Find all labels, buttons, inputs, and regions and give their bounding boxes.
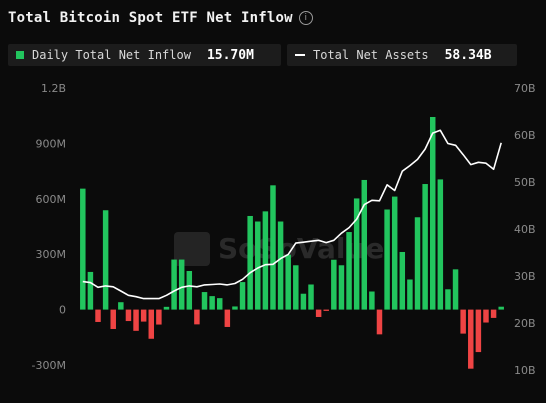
inflow-bar[interactable] <box>384 209 390 310</box>
inflow-bar[interactable] <box>308 284 314 310</box>
total-net-assets-line <box>82 129 502 300</box>
inflow-bar[interactable] <box>133 309 139 331</box>
inflow-bar[interactable] <box>369 291 375 310</box>
inflow-bar[interactable] <box>391 196 398 310</box>
watermark-logo-icon <box>174 232 210 266</box>
info-icon[interactable]: i <box>298 11 313 25</box>
chart-header: Total Bitcoin Spot ETF Net Inflow i <box>8 10 313 26</box>
inflow-bar[interactable] <box>232 306 238 310</box>
legend-assets-value: 58.34B <box>444 47 492 63</box>
legend-assets[interactable]: Total Net Assets 58.34B <box>287 44 517 66</box>
left-tick-label: -300M <box>32 359 66 372</box>
inflow-bar[interactable] <box>498 306 504 310</box>
right-tick-label: 40B <box>514 223 536 236</box>
left-axis: -300M 0 300M 600M 900M 1.2B <box>32 82 66 372</box>
inflow-bar[interactable] <box>483 309 489 323</box>
legend-inflow-label: Daily Total Net Inflow <box>32 48 191 62</box>
inflow-bar[interactable] <box>437 179 444 310</box>
inflow-bar[interactable] <box>407 279 413 310</box>
chart-title: Total Bitcoin Spot ETF Net Inflow <box>8 10 293 26</box>
inflow-bar[interactable] <box>209 296 215 310</box>
inflow-bar[interactable] <box>293 265 299 310</box>
legend-assets-label: Total Net Assets <box>313 48 429 62</box>
inflow-bar[interactable] <box>95 309 101 322</box>
inflow-bar[interactable] <box>399 251 406 310</box>
inflow-bar[interactable] <box>247 215 253 310</box>
inflow-bar[interactable] <box>255 221 261 310</box>
inflow-bar[interactable] <box>414 217 421 310</box>
inflow-bar[interactable] <box>422 184 428 310</box>
inflow-bar[interactable] <box>163 306 170 310</box>
inflow-bar[interactable] <box>346 232 352 310</box>
inflow-bar[interactable] <box>353 198 360 310</box>
inflow-bar[interactable] <box>110 309 116 329</box>
inflow-bar[interactable] <box>285 254 291 310</box>
inflow-bar[interactable] <box>178 259 185 310</box>
inflow-bar[interactable] <box>102 210 109 310</box>
left-tick-label: 1.2B <box>41 82 66 95</box>
right-tick-label: 10B <box>514 364 536 377</box>
inflow-bar[interactable] <box>331 259 337 310</box>
inflow-bar[interactable] <box>460 309 466 334</box>
right-tick-label: 60B <box>514 129 536 142</box>
inflow-bar[interactable] <box>140 309 147 322</box>
right-tick-label: 50B <box>514 176 536 189</box>
right-tick-label: 20B <box>514 317 536 330</box>
inflow-bar[interactable] <box>315 309 322 317</box>
inflow-bar[interactable] <box>338 265 345 310</box>
assets-swatch <box>295 54 305 56</box>
inflow-bar[interactable] <box>475 309 482 353</box>
legend-inflow-value: 15.70M <box>206 47 254 63</box>
inflow-bar[interactable] <box>216 298 223 310</box>
inflow-bar[interactable] <box>376 309 383 335</box>
left-tick-label: 600M <box>36 193 67 206</box>
inflow-bar[interactable] <box>118 302 124 310</box>
inflow-bar[interactable] <box>87 271 94 310</box>
inflow-bar[interactable] <box>125 309 132 322</box>
inflow-bar[interactable] <box>194 309 200 325</box>
inflow-bar[interactable] <box>270 185 276 310</box>
inflow-bar[interactable] <box>361 179 368 310</box>
inflow-bar[interactable] <box>262 211 269 310</box>
inflow-bar[interactable] <box>277 221 284 310</box>
inflow-bar[interactable] <box>323 309 329 311</box>
bars <box>80 116 504 369</box>
inflow-bar[interactable] <box>490 309 497 318</box>
watermark-text: SoSoValue <box>218 232 384 265</box>
inflow-bar[interactable] <box>80 188 86 310</box>
legend-inflow[interactable]: Daily Total Net Inflow 15.70M <box>8 44 281 66</box>
inflow-bar[interactable] <box>452 269 459 310</box>
inflow-bar[interactable] <box>429 116 436 310</box>
inflow-bar[interactable] <box>445 289 451 310</box>
inflow-swatch <box>16 51 24 59</box>
left-tick-label: 300M <box>36 248 67 261</box>
inflow-bar[interactable] <box>239 282 246 310</box>
inflow-bar[interactable] <box>171 259 177 310</box>
right-axis: 10B 20B 30B 40B 50B 60B 70B <box>514 82 536 377</box>
inflow-bar[interactable] <box>201 292 208 310</box>
inflow-bar[interactable] <box>468 309 474 369</box>
right-tick-label: 70B <box>514 82 536 95</box>
right-tick-label: 30B <box>514 270 536 283</box>
left-tick-label: 900M <box>36 137 67 150</box>
inflow-bar[interactable] <box>186 271 193 310</box>
inflow-bar[interactable] <box>156 309 162 325</box>
inflow-bar[interactable] <box>148 309 155 339</box>
inflow-bar[interactable] <box>224 309 231 327</box>
inflow-bar[interactable] <box>300 293 307 310</box>
left-tick-label: 0 <box>59 304 66 317</box>
